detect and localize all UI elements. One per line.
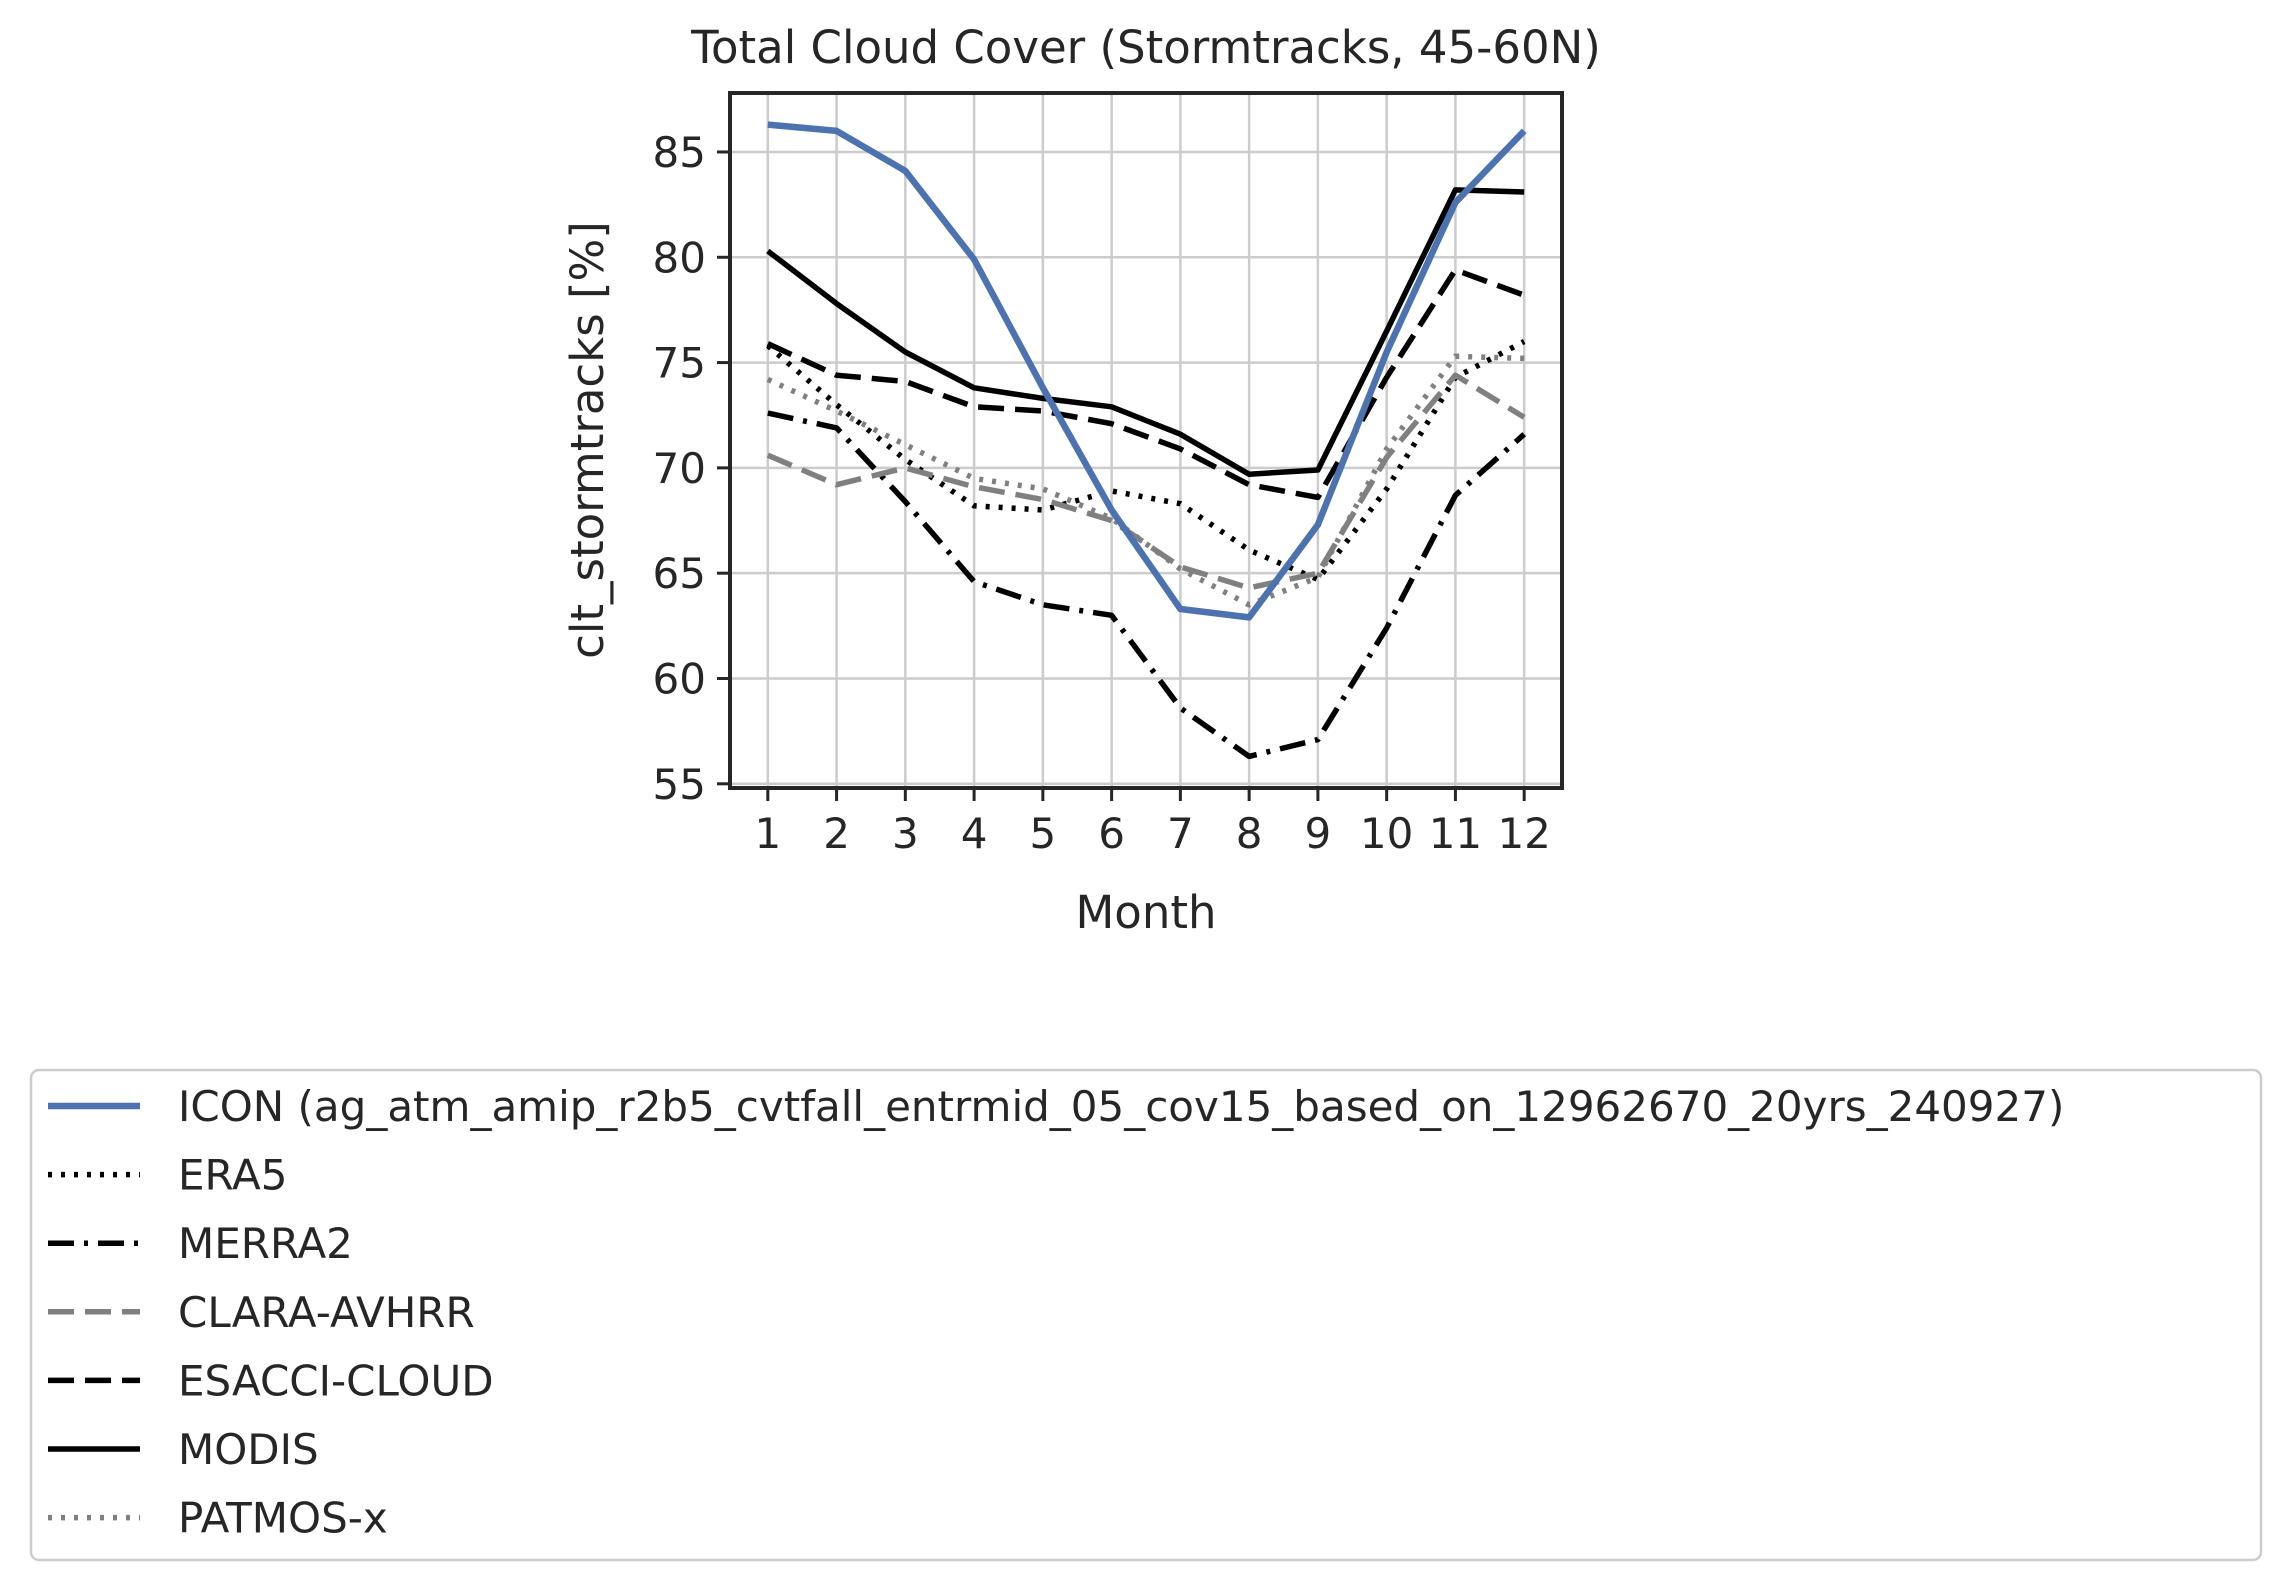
plot-frame — [728, 91, 1564, 790]
x-tick-label: 6 — [1098, 809, 1125, 858]
y-tick-label: 55 — [653, 760, 706, 809]
legend-label: PATMOS-x — [178, 1494, 388, 1543]
series-line-esacci-cloud — [766, 267, 1526, 501]
legend-box — [29, 1068, 2263, 1562]
series-line-clara-avhrr — [766, 372, 1526, 591]
chart-title: Total Cloud Cover (Stormtracks, 45-60N) — [690, 21, 1601, 74]
series-line-icon — [767, 121, 1527, 621]
x-tick-label: 8 — [1236, 809, 1263, 858]
x-tick-label: 5 — [1029, 809, 1056, 858]
series-line-merra2 — [767, 410, 1527, 760]
y-axis-label: clt_stormtracks [%] — [561, 221, 614, 659]
y-tick-label: 60 — [653, 654, 706, 703]
x-tick-label: 3 — [892, 809, 919, 858]
y-tick-label: 75 — [653, 339, 706, 388]
x-tick-label: 10 — [1360, 809, 1413, 858]
x-tick-label: 11 — [1429, 809, 1482, 858]
x-tick-label: 1 — [754, 809, 781, 858]
y-tick-label: 80 — [653, 233, 706, 282]
legend-label: CLARA-AVHRR — [178, 1288, 475, 1337]
x-axis-label: Month — [1075, 886, 1216, 939]
legend-label: ICON (ag_atm_amip_r2b5_cvtfall_entrmid_0… — [178, 1082, 2064, 1131]
legend-label: MODIS — [178, 1425, 319, 1474]
y-tick-label: 85 — [653, 128, 706, 177]
plot-area — [730, 93, 1562, 788]
legend-label: ESACCI-CLOUD — [178, 1356, 494, 1405]
y-tick-label: 70 — [653, 444, 706, 493]
legend: ICON (ag_atm_amip_r2b5_cvtfall_entrmid_0… — [48, 1082, 2064, 1543]
y-tick-label: 65 — [653, 549, 706, 598]
legend-label: MERRA2 — [178, 1219, 353, 1268]
x-tick-label: 12 — [1497, 809, 1550, 858]
legend-label: ERA5 — [178, 1151, 287, 1200]
x-tick-label: 7 — [1167, 809, 1194, 858]
x-tick-label: 4 — [961, 809, 988, 858]
series-lines — [766, 121, 1527, 760]
x-tick-label: 2 — [823, 809, 850, 858]
x-tick-label: 9 — [1305, 809, 1332, 858]
series-line-modis — [766, 187, 1525, 477]
